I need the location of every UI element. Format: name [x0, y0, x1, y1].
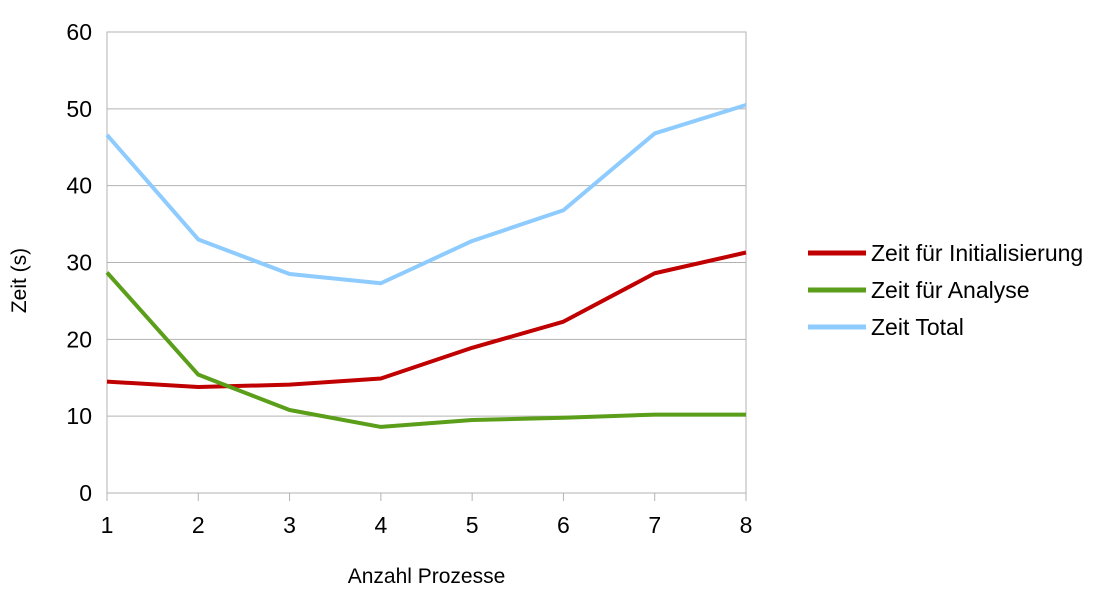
x-tick-label: 7	[648, 512, 661, 538]
y-tick-label: 30	[66, 250, 92, 276]
legend-label: Zeit Total	[871, 314, 964, 340]
x-tick-label: 8	[740, 512, 753, 538]
series-line-2	[105, 271, 746, 429]
x-axis-tick-labels: 1 2 3 4 5 6 7 8	[101, 512, 753, 538]
legend-label: Zeit für Initialisierung	[871, 240, 1083, 266]
legend-item: Zeit für Initialisierung	[808, 240, 1083, 266]
y-axis-tick-labels: 0 10 20 30 40 50 60	[66, 19, 92, 506]
y-tick-label: 20	[66, 326, 92, 352]
y-tick-label: 50	[66, 96, 92, 122]
y-tick-label: 0	[79, 480, 92, 506]
legend-item: Zeit Total	[808, 314, 964, 340]
x-tick-label: 2	[192, 512, 205, 538]
x-tick-label: 6	[557, 512, 570, 538]
series-lines	[105, 103, 747, 429]
series-line-1	[106, 250, 747, 389]
plot-area-frame	[106, 31, 747, 494]
x-tick-label: 4	[374, 512, 387, 538]
x-axis-title: Anzahl Prozesse	[348, 565, 506, 588]
x-axis-tick-marks	[106, 493, 747, 501]
x-tick-label: 1	[101, 512, 114, 538]
y-tick-label: 60	[66, 19, 92, 45]
y-axis-title: Zeit (s)	[8, 248, 31, 313]
series-line-3	[105, 103, 747, 286]
y-tick-label: 10	[66, 403, 92, 429]
legend: Zeit für Initialisierung Zeit für Analyse…	[808, 240, 1083, 340]
legend-label: Zeit für Analyse	[871, 277, 1030, 303]
x-tick-label: 3	[283, 512, 296, 538]
x-tick-label: 5	[466, 512, 479, 538]
y-tick-label: 40	[66, 173, 92, 199]
legend-item: Zeit für Analyse	[808, 277, 1030, 303]
